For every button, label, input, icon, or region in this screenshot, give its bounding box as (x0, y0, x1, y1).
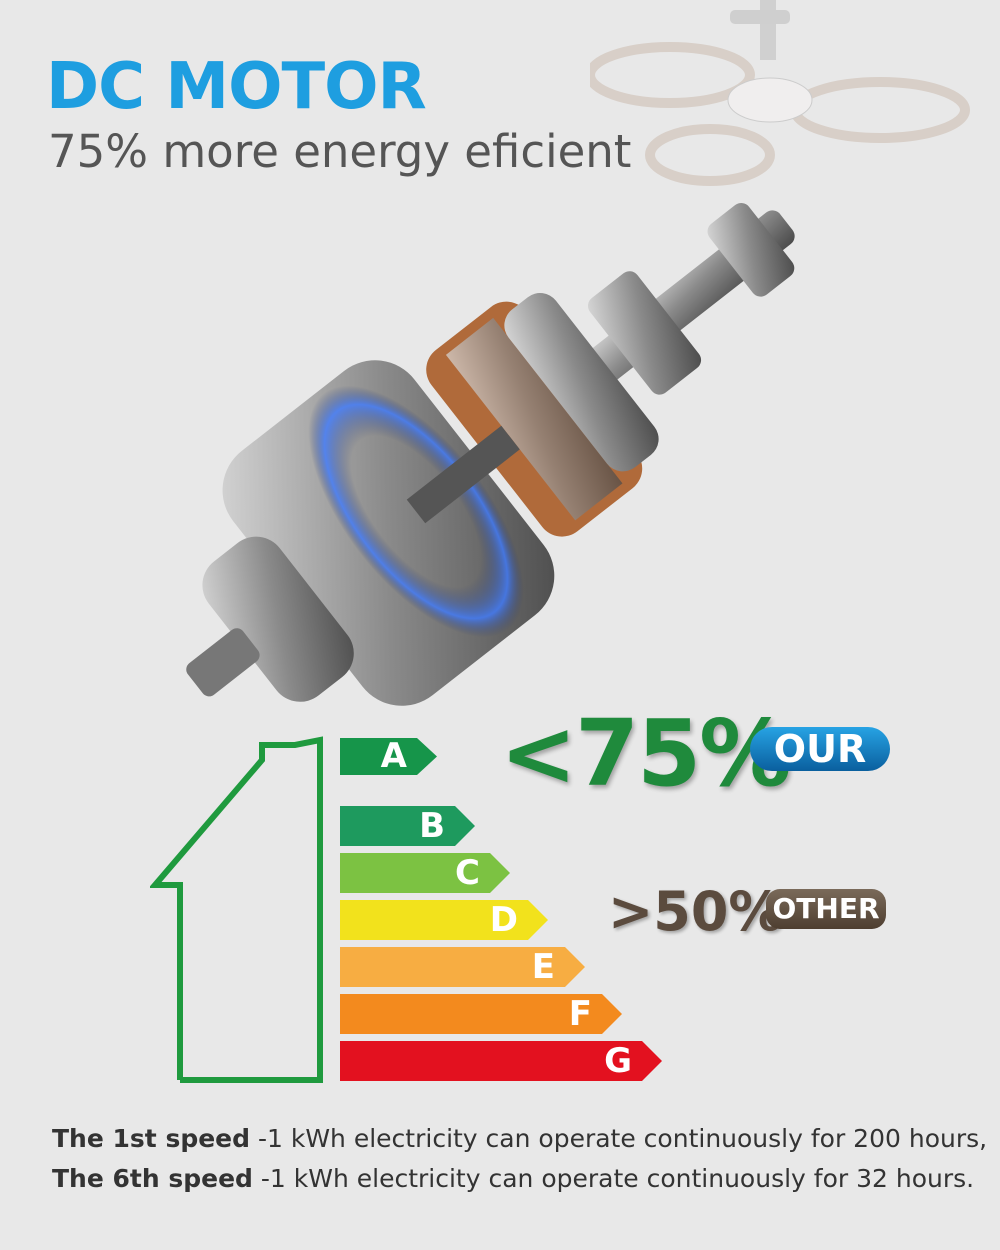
our-efficiency-value: <75% (500, 700, 791, 807)
energy-bar-e: E (340, 947, 585, 987)
speed-note-1: The 1st speed -1 kWh electricity can ope… (52, 1124, 987, 1153)
speed-note-2: The 6th speed -1 kWh electricity can ope… (52, 1164, 974, 1193)
energy-bar-a: A (340, 738, 437, 775)
energy-bar-label: D (489, 900, 518, 940)
ceiling-fan-image (590, 0, 970, 186)
our-badge: OUR (750, 727, 890, 771)
speed-note-label: The 1st speed (52, 1124, 251, 1153)
energy-bar-label: B (419, 806, 445, 846)
speed-note-label: The 6th speed (52, 1164, 253, 1193)
house-outline-icon (150, 736, 323, 1083)
page-subtitle: 75% more energy eficient (48, 125, 632, 178)
energy-bar-f: F (340, 994, 622, 1034)
energy-bar-c: C (340, 853, 510, 893)
energy-bar-label: A (380, 736, 407, 776)
dc-motor-image (186, 202, 795, 706)
energy-bar-label: E (531, 947, 555, 987)
speed-note-text: -1 kWh electricity can operate continuou… (252, 1164, 975, 1193)
energy-bar-label: G (604, 1041, 632, 1081)
energy-bar-b: B (340, 806, 475, 846)
other-efficiency-value: >50% (608, 880, 783, 943)
energy-bar-label: C (455, 853, 480, 893)
speed-note-text: -1 kWh electricity can operate continuou… (250, 1124, 988, 1153)
energy-bar-g: G (340, 1041, 662, 1081)
energy-bar-label: F (568, 994, 592, 1034)
other-badge: OTHER (766, 889, 886, 929)
energy-bar-d: D (340, 900, 548, 940)
page-title: DC MOTOR (46, 50, 427, 124)
